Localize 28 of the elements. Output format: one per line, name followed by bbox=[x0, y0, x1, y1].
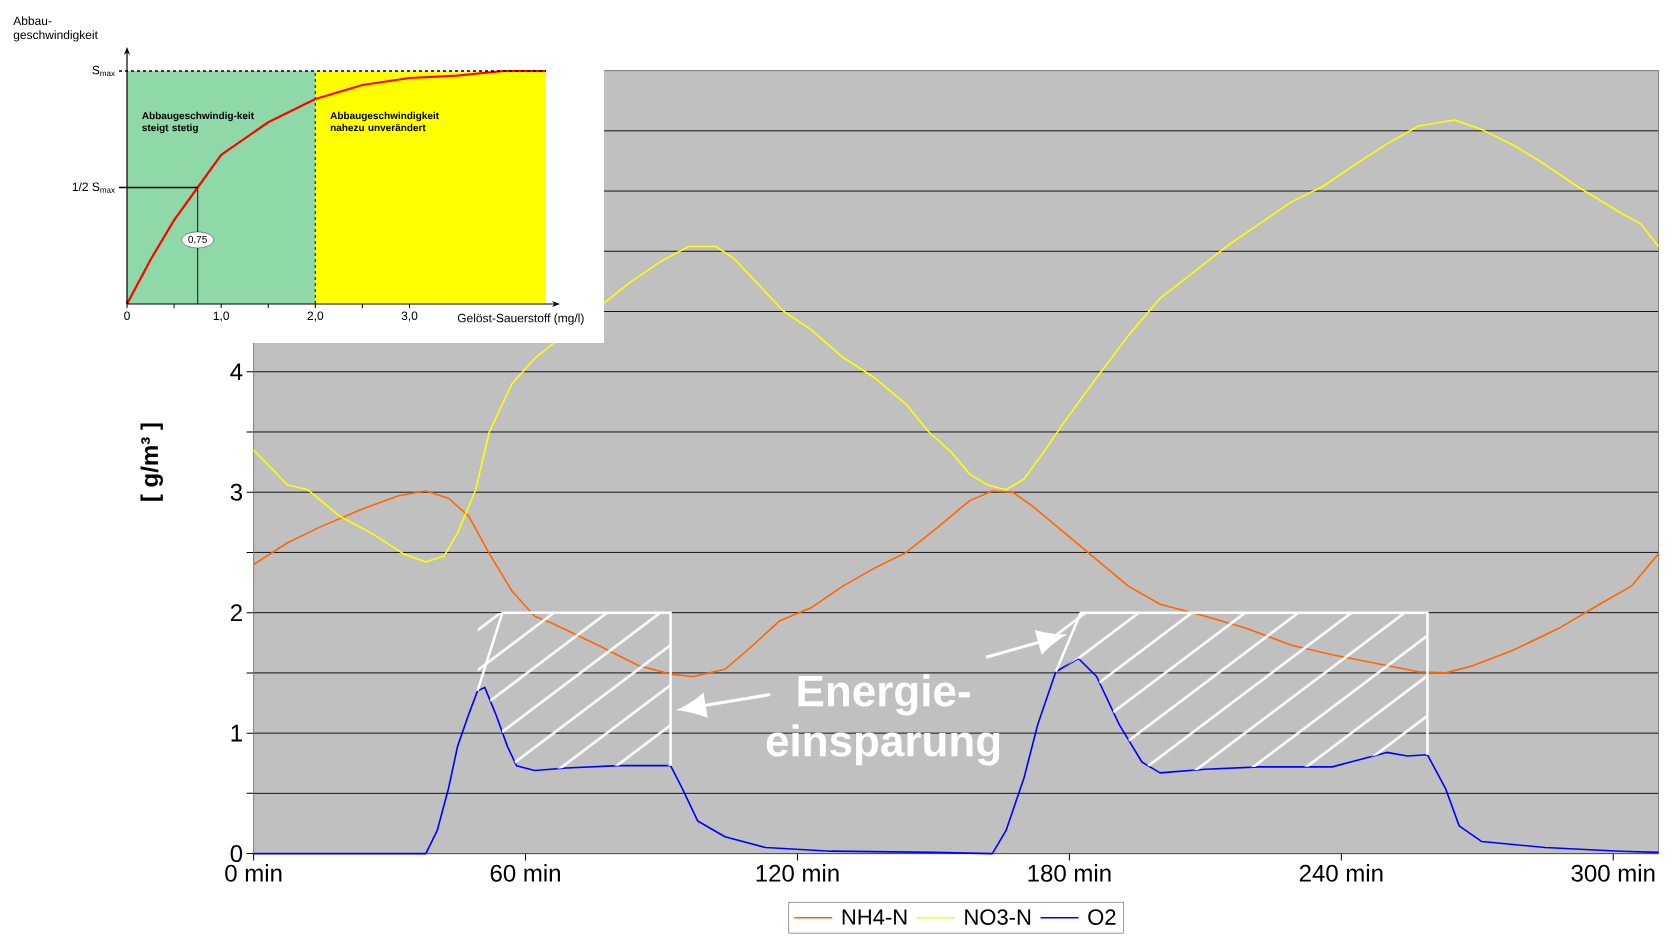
ref-line-label: S$_{max}$ bbox=[92, 65, 115, 77]
y-axis-title: Abbau-geschwindigkeit bbox=[13, 16, 98, 42]
x-tick-label: 180 min bbox=[1028, 864, 1111, 882]
x-tick-label: 0 bbox=[124, 311, 130, 321]
x-tick-label: 240 min bbox=[1299, 864, 1383, 882]
x-tick-label: 120 min bbox=[756, 864, 839, 882]
band-label: Abbaugeschwindig-keit steigt stetig bbox=[142, 111, 254, 134]
annotation: Energie-einsparung bbox=[766, 674, 1000, 766]
y-axis-title: [ g/m³ ] bbox=[140, 423, 163, 501]
y-tick-label: 4 bbox=[230, 363, 243, 380]
legend-label: NH4-N bbox=[842, 909, 907, 925]
legend-label: O2 bbox=[1088, 909, 1116, 925]
ref-line-label: 0,75 bbox=[188, 235, 207, 245]
x-tick-label: 60 min bbox=[490, 864, 560, 882]
y-tick-label: 0 bbox=[230, 845, 243, 863]
y-tick-label: 2 bbox=[230, 604, 242, 622]
x-axis-title: Gelöst-Sauerstoff (mg/l) bbox=[457, 313, 584, 325]
x-tick-label: 1,0 bbox=[213, 311, 230, 322]
x-tick-label: 0 min bbox=[225, 864, 282, 882]
x-tick-label: 300 min bbox=[1571, 864, 1655, 882]
line-series bbox=[252, 657, 1660, 855]
band-label: Abbaugeschwindigkeit nahezu unverändert bbox=[330, 111, 439, 132]
legend-label: NO3-N bbox=[965, 909, 1031, 925]
y-tick-label: 1 bbox=[231, 724, 242, 742]
ref-line-label: 1/2 S$_{max}$ bbox=[72, 182, 115, 193]
y-tick-label: 3 bbox=[230, 483, 243, 501]
x-tick-label: 3,0 bbox=[401, 311, 418, 322]
x-tick-label: 2,0 bbox=[307, 311, 324, 322]
